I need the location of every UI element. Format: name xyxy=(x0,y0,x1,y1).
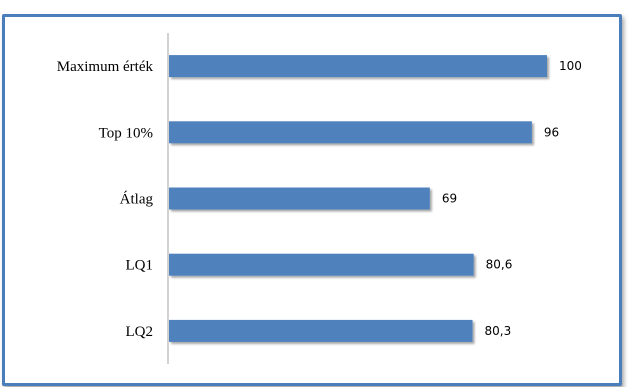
category-label: Top 10% xyxy=(99,125,153,141)
bar xyxy=(169,55,547,78)
bar-chart: Maximum érték 100 Top 10% 96 Átlag 69 LQ1 80,6 L… xyxy=(57,33,582,364)
value-label: 80,6 xyxy=(486,258,513,272)
bar xyxy=(169,253,474,276)
value-label: 96 xyxy=(544,125,559,139)
category-label: LQ1 xyxy=(126,258,154,274)
category-label: LQ2 xyxy=(126,324,154,340)
category-label: Maximum érték xyxy=(57,59,154,75)
category-label: Átlag xyxy=(120,191,154,208)
bar xyxy=(169,319,473,342)
value-label: 80,3 xyxy=(485,324,512,338)
bar xyxy=(169,121,532,144)
chart-frame: Maximum érték 100 Top 10% 96 Átlag 69 LQ1 80,6 L… xyxy=(2,14,622,386)
value-label: 69 xyxy=(442,192,457,206)
bar xyxy=(169,187,430,210)
value-label: 100 xyxy=(559,59,582,73)
